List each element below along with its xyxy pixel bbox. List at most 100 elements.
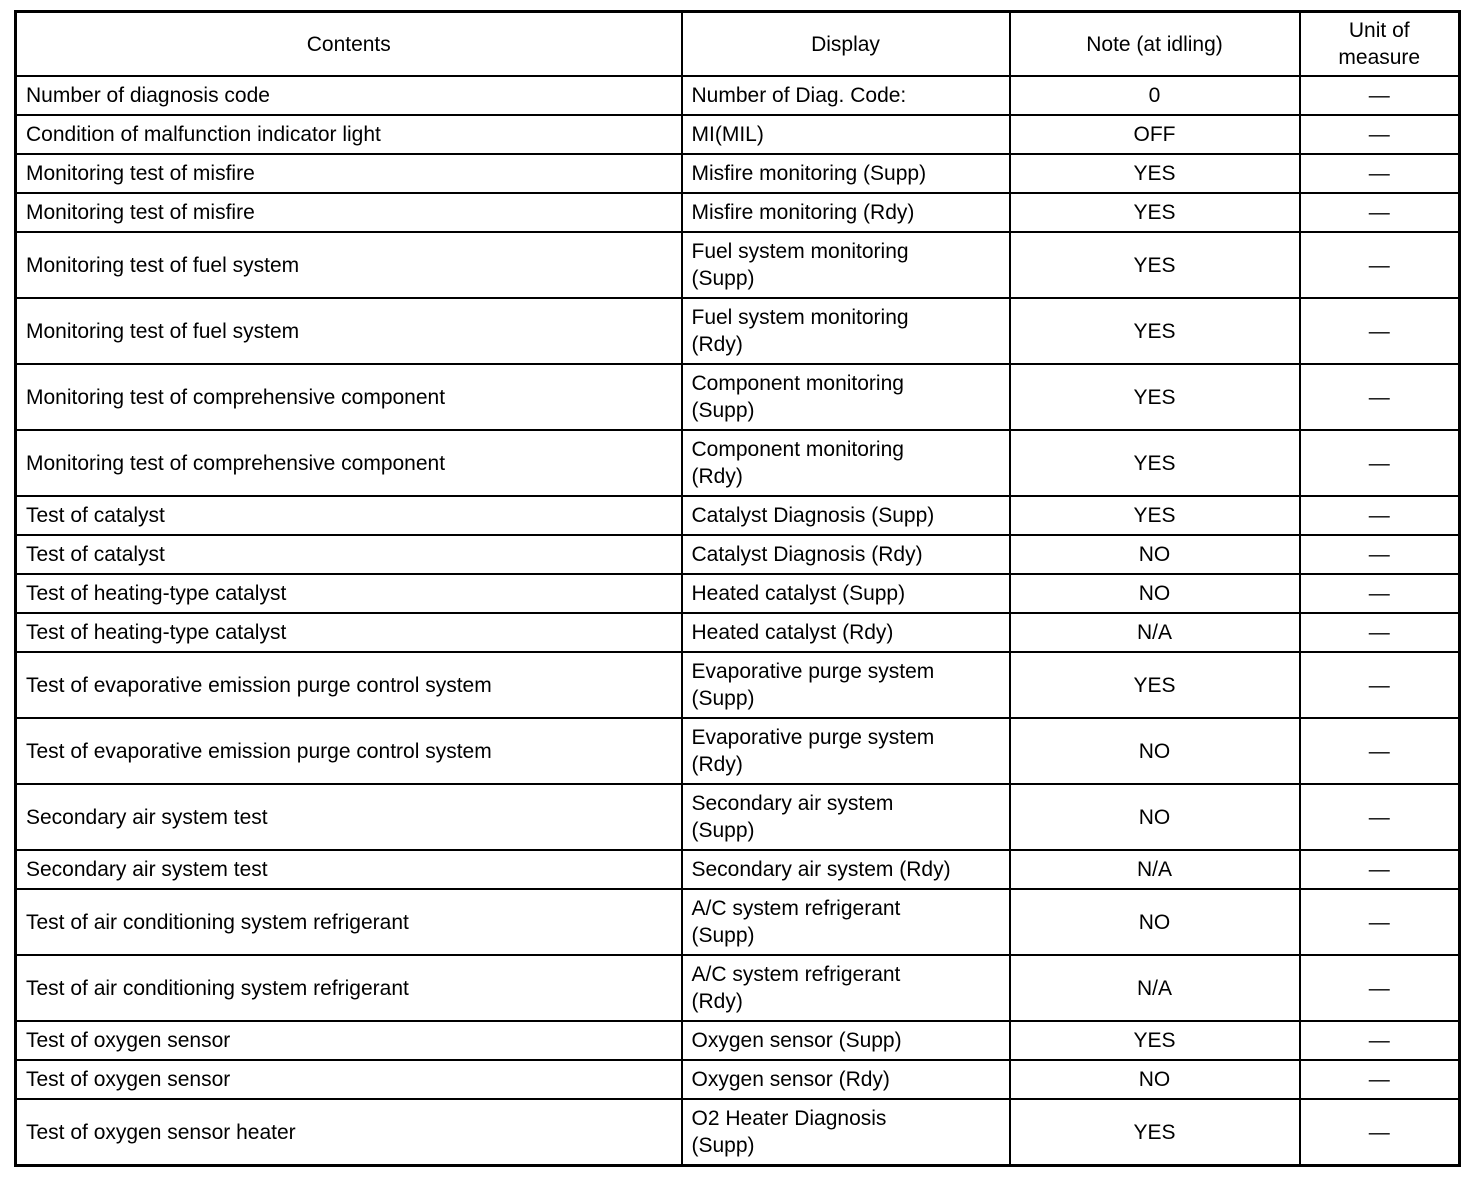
cell-unit: — [1298, 849, 1461, 890]
cell-display: Fuel system monitoring (Supp) [680, 231, 1011, 299]
cell-unit: — [1298, 954, 1461, 1022]
cell-unit: — [1298, 153, 1461, 194]
cell-contents: Monitoring test of comprehensive compone… [14, 363, 683, 431]
cell-unit: — [1298, 651, 1461, 719]
cell-contents: Test of oxygen sensor [14, 1020, 683, 1061]
cell-note: N/A [1008, 612, 1301, 653]
cell-note: N/A [1008, 954, 1301, 1022]
cell-contents: Monitoring test of comprehensive compone… [14, 429, 683, 497]
cell-unit: — [1298, 534, 1461, 575]
table-row: Test of heating-type catalyst Heated cata… [14, 612, 1461, 653]
cell-contents: Test of catalyst [14, 534, 683, 575]
cell-contents: Secondary air system test [14, 849, 683, 890]
cell-note: YES [1008, 1098, 1301, 1167]
diagnosis-readiness-table: Contents Display Note (at idling) Unit o… [14, 10, 1461, 1167]
cell-contents: Test of catalyst [14, 495, 683, 536]
table-row: Monitoring test of fuel system Fuel syste… [14, 297, 1461, 365]
cell-display: Evaporative purge system (Supp) [680, 651, 1011, 719]
table-row: Test of evaporative emission purge contr… [14, 717, 1461, 785]
table-body: Number of diagnosis code Number of Diag. … [14, 75, 1461, 1167]
cell-unit: — [1298, 1059, 1461, 1100]
table-row: Test of air conditioning system refriger… [14, 888, 1461, 956]
cell-unit: — [1298, 783, 1461, 851]
table-row: Test of oxygen sensor Oxygen sensor (Supp… [14, 1020, 1461, 1061]
cell-display: O2 Heater Diagnosis (Supp) [680, 1098, 1011, 1167]
cell-unit: — [1298, 429, 1461, 497]
cell-unit: — [1298, 1020, 1461, 1061]
table-row: Test of oxygen sensor heater O2 Heater Di… [14, 1098, 1461, 1167]
cell-note: NO [1008, 888, 1301, 956]
cell-display: A/C system refrigerant (Rdy) [680, 954, 1011, 1022]
table-row: Monitoring test of comprehensive compone… [14, 429, 1461, 497]
table-row: Test of oxygen sensor Oxygen sensor (Rdy)… [14, 1059, 1461, 1100]
cell-unit: — [1298, 1098, 1461, 1167]
cell-display: Component monitoring (Supp) [680, 363, 1011, 431]
cell-contents: Test of oxygen sensor heater [14, 1098, 683, 1167]
cell-display: A/C system refrigerant (Supp) [680, 888, 1011, 956]
header-note: Note (at idling) [1008, 10, 1301, 77]
cell-contents: Test of evaporative emission purge contr… [14, 651, 683, 719]
cell-contents: Monitoring test of misfire [14, 153, 683, 194]
cell-display: Oxygen sensor (Rdy) [680, 1059, 1011, 1100]
table-row: Monitoring test of misfire Misfire monito… [14, 192, 1461, 233]
cell-contents: Condition of malfunction indicator light [14, 114, 683, 155]
cell-note: YES [1008, 429, 1301, 497]
cell-contents: Test of heating-type catalyst [14, 573, 683, 614]
table-row: Secondary air system test Secondary air s… [14, 849, 1461, 890]
table-row: Monitoring test of misfire Misfire monito… [14, 153, 1461, 194]
table-header-row: Contents Display Note (at idling) Unit o… [14, 10, 1461, 77]
cell-unit: — [1298, 231, 1461, 299]
cell-note: NO [1008, 573, 1301, 614]
cell-note: YES [1008, 192, 1301, 233]
cell-note: OFF [1008, 114, 1301, 155]
cell-unit: — [1298, 495, 1461, 536]
cell-contents: Monitoring test of fuel system [14, 297, 683, 365]
cell-unit: — [1298, 114, 1461, 155]
cell-display: Heated catalyst (Rdy) [680, 612, 1011, 653]
cell-unit: — [1298, 573, 1461, 614]
cell-display: Misfire monitoring (Rdy) [680, 192, 1011, 233]
table-header: Contents Display Note (at idling) Unit o… [14, 10, 1461, 77]
cell-note: YES [1008, 231, 1301, 299]
cell-unit: — [1298, 297, 1461, 365]
cell-display: Number of Diag. Code: [680, 75, 1011, 116]
cell-display: Secondary air system (Rdy) [680, 849, 1011, 890]
cell-note: NO [1008, 717, 1301, 785]
cell-note: NO [1008, 534, 1301, 575]
cell-display: Secondary air system (Supp) [680, 783, 1011, 851]
table-row: Monitoring test of fuel system Fuel syste… [14, 231, 1461, 299]
cell-contents: Secondary air system test [14, 783, 683, 851]
cell-contents: Monitoring test of misfire [14, 192, 683, 233]
cell-unit: — [1298, 717, 1461, 785]
cell-note: YES [1008, 363, 1301, 431]
cell-note: N/A [1008, 849, 1301, 890]
table-row: Number of diagnosis code Number of Diag. … [14, 75, 1461, 116]
cell-contents: Number of diagnosis code [14, 75, 683, 116]
table-row: Test of evaporative emission purge contr… [14, 651, 1461, 719]
table-row: Test of heating-type catalyst Heated cata… [14, 573, 1461, 614]
cell-display: Catalyst Diagnosis (Supp) [680, 495, 1011, 536]
table-row: Test of catalyst Catalyst Diagnosis (Supp… [14, 495, 1461, 536]
cell-contents: Test of air conditioning system refriger… [14, 954, 683, 1022]
cell-display: Misfire monitoring (Supp) [680, 153, 1011, 194]
cell-unit: — [1298, 75, 1461, 116]
cell-contents: Test of evaporative emission purge contr… [14, 717, 683, 785]
header-contents: Contents [14, 10, 683, 77]
cell-unit: — [1298, 888, 1461, 956]
cell-display: Oxygen sensor (Supp) [680, 1020, 1011, 1061]
cell-contents: Test of air conditioning system refriger… [14, 888, 683, 956]
cell-unit: — [1298, 363, 1461, 431]
table-row: Test of air conditioning system refriger… [14, 954, 1461, 1022]
cell-contents: Test of oxygen sensor [14, 1059, 683, 1100]
cell-note: YES [1008, 297, 1301, 365]
header-unit-of-measure: Unit of measure [1298, 10, 1461, 77]
cell-unit: — [1298, 192, 1461, 233]
table-row: Test of catalyst Catalyst Diagnosis (Rdy)… [14, 534, 1461, 575]
cell-display: Catalyst Diagnosis (Rdy) [680, 534, 1011, 575]
cell-display: Fuel system monitoring (Rdy) [680, 297, 1011, 365]
cell-note: NO [1008, 783, 1301, 851]
cell-contents: Monitoring test of fuel system [14, 231, 683, 299]
table-row: Condition of malfunction indicator light… [14, 114, 1461, 155]
header-display: Display [680, 10, 1011, 77]
